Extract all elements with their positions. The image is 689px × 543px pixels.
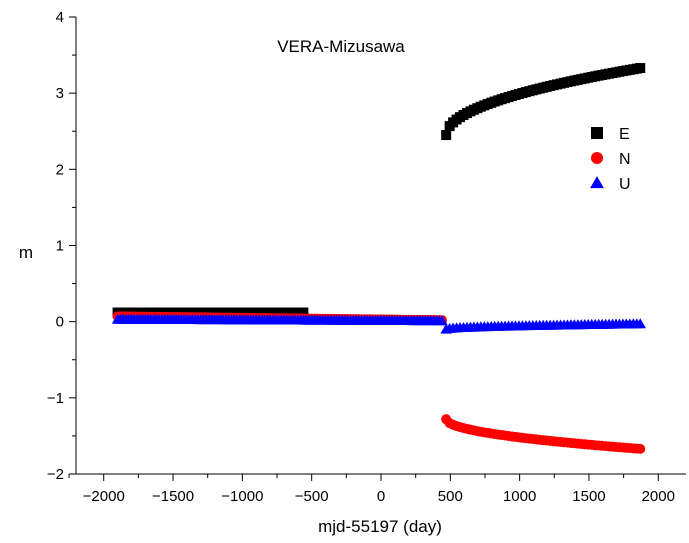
legend-marker-n — [591, 152, 603, 164]
legend: ENU — [590, 126, 631, 193]
y-tick-label: −1 — [47, 390, 64, 407]
legend-item-n: N — [591, 151, 631, 168]
y-tick-label: 1 — [56, 238, 64, 255]
y-axis-label: m — [19, 243, 33, 262]
legend-item-e: E — [591, 126, 630, 143]
legend-label-e: E — [619, 126, 630, 143]
series-u — [111, 313, 646, 334]
data-point-e — [635, 63, 646, 74]
x-tick-label: 1000 — [503, 488, 536, 505]
data-point-u — [436, 315, 448, 326]
data-point-e — [298, 307, 309, 318]
series-n — [112, 311, 646, 454]
x-tick-label: −1000 — [221, 488, 263, 505]
data-point-n — [635, 443, 646, 454]
axes: −2000 −1500 −1000 −500 0 500 1000 1500 2000 −2 −1 0… — [47, 9, 686, 505]
x-tick-label: −1500 — [152, 488, 194, 505]
y-tick-label: 4 — [56, 9, 64, 26]
y-tick-label: 0 — [56, 314, 64, 331]
y-tick-label: 3 — [56, 85, 64, 102]
legend-marker-e — [591, 127, 603, 139]
plot-points — [111, 63, 646, 454]
chart-title: VERA-Mizusawa — [277, 37, 405, 56]
series-e — [112, 63, 646, 318]
x-axis-label: mjd-55197 (day) — [318, 517, 442, 536]
x-tick-label: 0 — [377, 488, 385, 505]
x-tick-label: 1500 — [572, 488, 605, 505]
y-tick-label: −2 — [47, 466, 64, 483]
x-tick-label: −2000 — [83, 488, 125, 505]
x-tick-label: −500 — [295, 488, 329, 505]
legend-item-u: U — [590, 176, 631, 193]
data-point-u — [634, 318, 646, 329]
y-tick-label: 2 — [56, 161, 64, 178]
x-tick-label: 500 — [438, 488, 463, 505]
legend-label-u: U — [619, 176, 631, 193]
legend-marker-u — [590, 176, 604, 189]
legend-label-n: N — [619, 151, 631, 168]
data-point-e — [441, 130, 452, 141]
x-tick-label: 2000 — [642, 488, 675, 505]
